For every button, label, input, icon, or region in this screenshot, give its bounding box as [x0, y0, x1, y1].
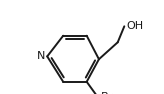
Text: Br: Br: [101, 92, 113, 94]
Text: OH: OH: [126, 21, 143, 31]
Text: N: N: [37, 51, 45, 61]
